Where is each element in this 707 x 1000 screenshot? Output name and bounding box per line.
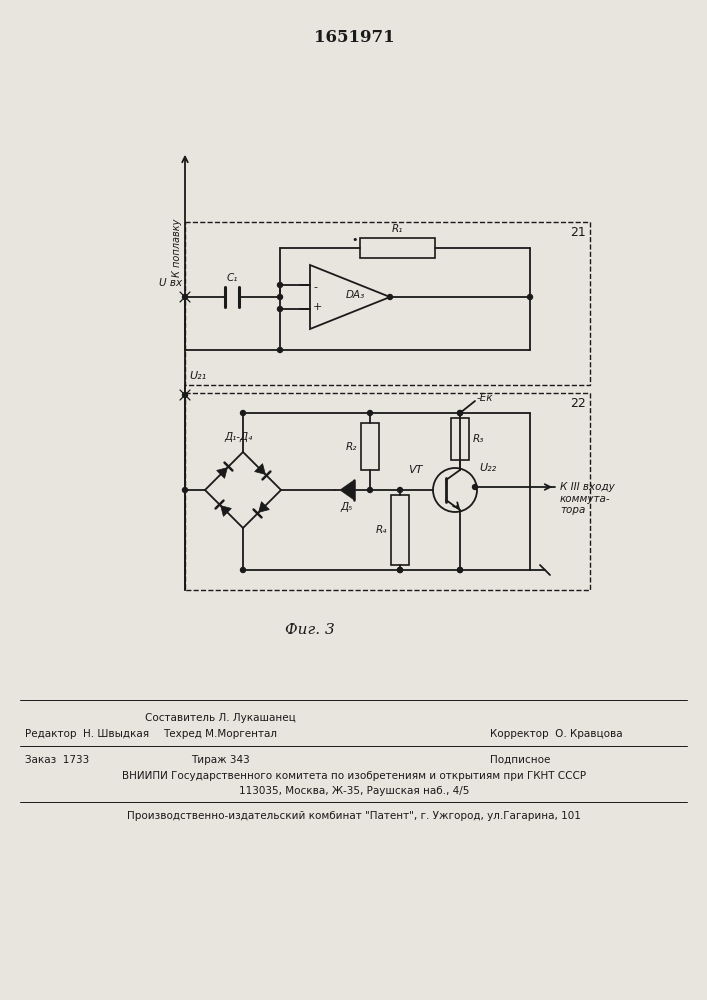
Polygon shape xyxy=(259,502,269,512)
Circle shape xyxy=(457,410,462,416)
Bar xyxy=(451,418,469,460)
Circle shape xyxy=(527,294,532,300)
Circle shape xyxy=(182,488,187,492)
Text: R₃: R₃ xyxy=(473,434,484,444)
Text: R₁: R₁ xyxy=(392,224,403,234)
Polygon shape xyxy=(221,506,231,516)
Text: Составитель Л. Лукашанец: Составитель Л. Лукашанец xyxy=(145,713,296,723)
Text: Заказ  1733: Заказ 1733 xyxy=(25,755,89,765)
Text: 1651971: 1651971 xyxy=(314,29,395,46)
Circle shape xyxy=(368,410,373,416)
Text: Редактор  Н. Швыдкая: Редактор Н. Швыдкая xyxy=(25,729,149,739)
Bar xyxy=(185,222,590,385)
Polygon shape xyxy=(255,464,265,474)
Circle shape xyxy=(457,410,462,416)
Polygon shape xyxy=(216,468,228,478)
Circle shape xyxy=(397,568,402,572)
Circle shape xyxy=(240,410,245,416)
Text: Тираж 343: Тираж 343 xyxy=(191,755,250,765)
Circle shape xyxy=(278,282,283,288)
Text: DA₃: DA₃ xyxy=(346,290,365,300)
Circle shape xyxy=(368,488,373,492)
Text: +: + xyxy=(313,302,322,312)
Circle shape xyxy=(472,485,477,489)
Text: U вх: U вх xyxy=(159,278,182,288)
Bar xyxy=(360,238,435,258)
Circle shape xyxy=(457,568,462,572)
Circle shape xyxy=(457,568,462,572)
Polygon shape xyxy=(340,480,354,500)
Bar xyxy=(391,495,409,565)
Circle shape xyxy=(278,294,283,300)
Text: VT: VT xyxy=(408,465,422,475)
Text: C₁: C₁ xyxy=(226,273,238,283)
Text: U₂₂: U₂₂ xyxy=(479,463,496,473)
Text: К поплавку: К поплавку xyxy=(172,219,182,277)
Text: -: - xyxy=(313,282,317,292)
Text: 22: 22 xyxy=(571,397,586,410)
Text: -Eк: -Eк xyxy=(477,393,493,403)
Text: U₂₁: U₂₁ xyxy=(189,371,206,381)
Circle shape xyxy=(182,392,187,397)
Text: Д₅: Д₅ xyxy=(341,502,353,512)
Text: Производственно-издательский комбинат "Патент", г. Ужгород, ул.Гагарина, 101: Производственно-издательский комбинат "П… xyxy=(127,811,581,821)
Circle shape xyxy=(182,294,187,300)
Text: ВНИИПИ Государственного комитета по изобретениям и открытиям при ГКНТ СССР: ВНИИПИ Государственного комитета по изоб… xyxy=(122,771,586,781)
Text: Корректор  О. Кравцова: Корректор О. Кравцова xyxy=(490,729,623,739)
Circle shape xyxy=(387,294,392,300)
Text: •: • xyxy=(352,235,358,245)
Circle shape xyxy=(397,488,402,492)
Circle shape xyxy=(278,348,283,353)
Circle shape xyxy=(278,306,283,312)
Text: 21: 21 xyxy=(571,226,586,239)
Text: Техред М.Моргентал: Техред М.Моргентал xyxy=(163,729,277,739)
Text: Фиг. 3: Фиг. 3 xyxy=(285,623,335,637)
Text: Подписное: Подписное xyxy=(490,755,550,765)
Text: R₂: R₂ xyxy=(346,442,357,452)
Bar xyxy=(361,423,379,470)
Bar xyxy=(185,393,590,590)
Text: 113035, Москва, Ж-35, Раушская наб., 4/5: 113035, Москва, Ж-35, Раушская наб., 4/5 xyxy=(239,786,469,796)
Text: R₄: R₄ xyxy=(375,525,387,535)
Circle shape xyxy=(240,568,245,572)
Text: К III входу
коммута-
тора: К III входу коммута- тора xyxy=(560,482,615,515)
Text: Д₁-Д₄: Д₁-Д₄ xyxy=(224,432,252,442)
Circle shape xyxy=(397,568,402,572)
